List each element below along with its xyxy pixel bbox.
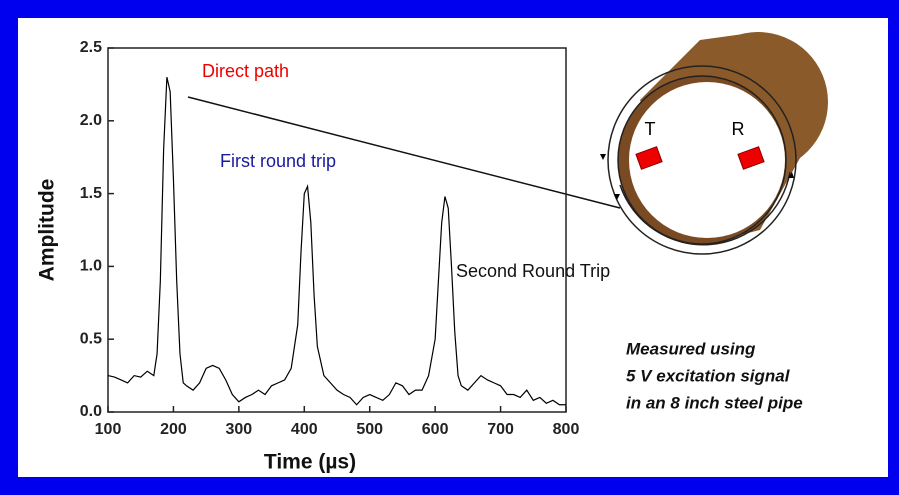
x-tick-label: 300: [226, 421, 253, 438]
x-tick-label: 200: [160, 421, 187, 438]
pipe-inside: [629, 82, 785, 238]
x-tick-label: 600: [422, 421, 449, 438]
x-tick-label: 400: [291, 421, 318, 438]
y-tick-label: 2.0: [80, 112, 102, 129]
y-tick-label: 0.5: [80, 330, 102, 347]
x-tick-label: 100: [95, 421, 122, 438]
x-tick-label: 700: [487, 421, 514, 438]
pipe-label: R: [732, 119, 745, 139]
path-arc: [619, 171, 791, 246]
x-tick-label: 800: [553, 421, 580, 438]
pipe-diagram: T R: [600, 32, 828, 255]
note: 5 V excitation signal: [626, 366, 791, 385]
note: in an 8 inch steel pipe: [626, 393, 803, 412]
annotation: First round trip: [220, 151, 336, 171]
transducer: [737, 146, 765, 170]
path-arc: [607, 65, 797, 255]
y-tick-label: 1.5: [80, 185, 102, 202]
y-tick-label: 0.0: [80, 403, 102, 420]
plot-frame: [107, 47, 567, 413]
transducer: [635, 146, 663, 170]
y-axis-title: Amplitude: [36, 179, 59, 282]
annotation: Direct path: [202, 61, 289, 81]
y-tick-label: 1.0: [80, 258, 102, 275]
pointer-line: [187, 96, 621, 209]
note: Measured using: [626, 339, 756, 358]
annotation: Second Round Trip: [456, 261, 610, 281]
signal-line: [107, 76, 566, 406]
x-tick-label: 500: [356, 421, 383, 438]
x-axis-title: Time (µs): [264, 451, 356, 474]
y-tick-label: 2.5: [80, 39, 102, 56]
pipe-label: T: [645, 119, 656, 139]
